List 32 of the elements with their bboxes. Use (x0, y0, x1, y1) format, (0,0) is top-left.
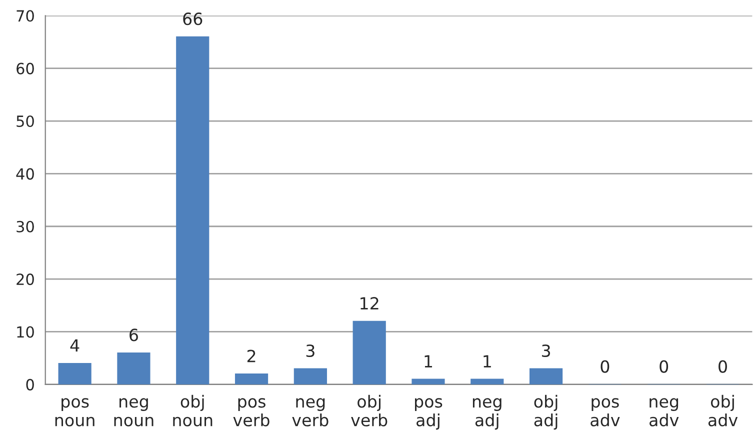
x-tick-label: obj adj (534, 394, 558, 430)
data-label: 6 (130, 328, 138, 342)
data-label: 4 (70, 339, 80, 352)
x-tick-label: neg noun (114, 398, 154, 426)
y-tick-label: 0 (26, 378, 34, 390)
x-tick-label: pos noun (55, 398, 94, 426)
data-label: 2 (247, 350, 256, 362)
x-tick-label: obj noun (173, 394, 212, 426)
y-tick-label: 50 (16, 115, 34, 128)
x-tick-label: neg adv (650, 398, 679, 426)
data-label: 0 (660, 360, 668, 373)
x-tick-label: neg verb (292, 398, 328, 426)
x-tick-label: obj verb (351, 394, 388, 426)
y-tick-label: 30 (16, 220, 34, 232)
y-tick-label: 20 (16, 274, 34, 286)
data-label: 3 (306, 344, 314, 358)
y-tick-label: 40 (16, 168, 34, 180)
x-tick-label: neg adj (472, 398, 502, 430)
y-tick-label: 70 (16, 10, 34, 22)
x-tick-label: pos adj (415, 398, 442, 430)
y-tick-label: 60 (16, 62, 34, 74)
data-label: 1 (484, 355, 491, 368)
data-label: 3 (542, 344, 550, 358)
x-tick-label: pos verb (233, 398, 270, 426)
data-label: 1 (424, 355, 432, 368)
data-label: 66 (183, 12, 202, 26)
x-tick-label: obj adv (708, 394, 738, 426)
data-label: 0 (600, 360, 610, 373)
y-tick-label: 10 (17, 326, 34, 338)
x-tick-label: pos adv (590, 398, 620, 426)
data-label: 0 (718, 360, 727, 373)
data-label: 12 (360, 297, 378, 310)
